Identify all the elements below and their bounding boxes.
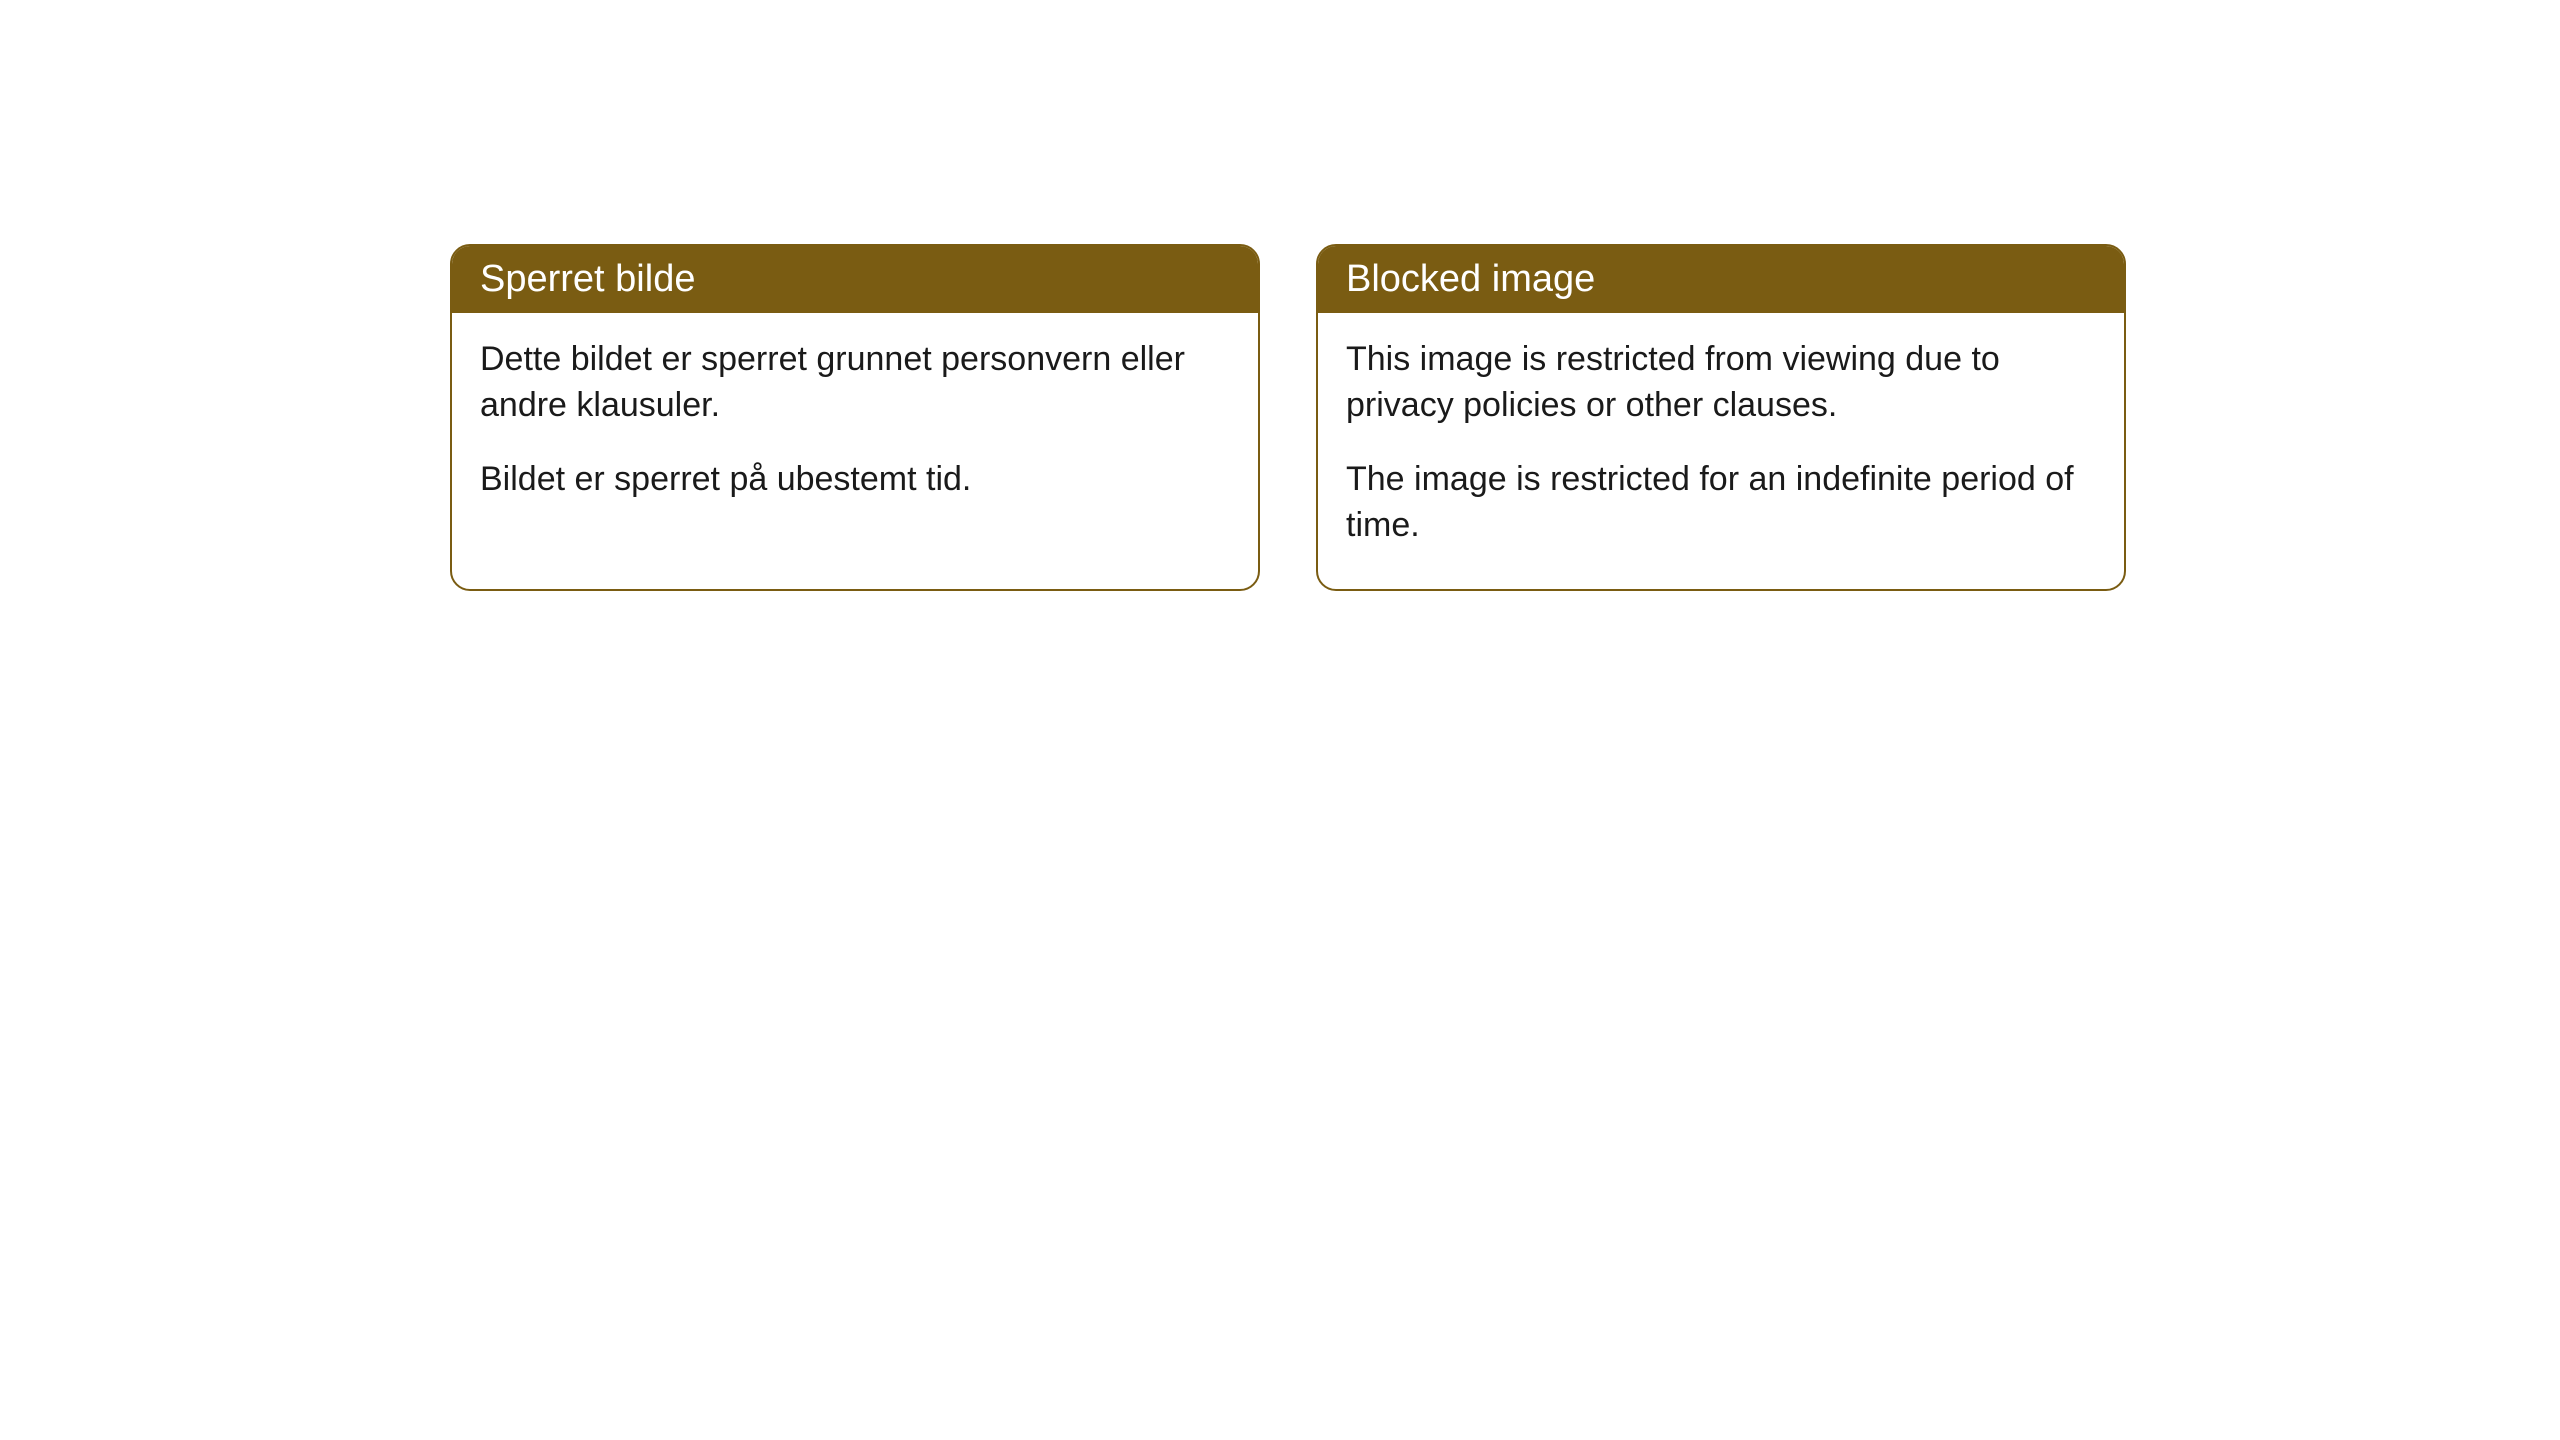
blocked-image-card-en: Blocked image This image is restricted f…: [1316, 244, 2126, 591]
card-paragraph-no-1: Dette bildet er sperret grunnet personve…: [480, 337, 1230, 429]
blocked-image-card-no: Sperret bilde Dette bildet er sperret gr…: [450, 244, 1260, 591]
card-body-no: Dette bildet er sperret grunnet personve…: [452, 313, 1258, 543]
card-paragraph-en-1: This image is restricted from viewing du…: [1346, 337, 2096, 429]
card-header-en: Blocked image: [1318, 246, 2124, 313]
card-paragraph-en-2: The image is restricted for an indefinit…: [1346, 457, 2096, 549]
card-body-en: This image is restricted from viewing du…: [1318, 313, 2124, 589]
card-title-no: Sperret bilde: [480, 258, 695, 300]
card-header-no: Sperret bilde: [452, 246, 1258, 313]
card-paragraph-no-2: Bildet er sperret på ubestemt tid.: [480, 457, 1230, 503]
card-title-en: Blocked image: [1346, 258, 1595, 300]
notice-cards-container: Sperret bilde Dette bildet er sperret gr…: [450, 244, 2126, 591]
